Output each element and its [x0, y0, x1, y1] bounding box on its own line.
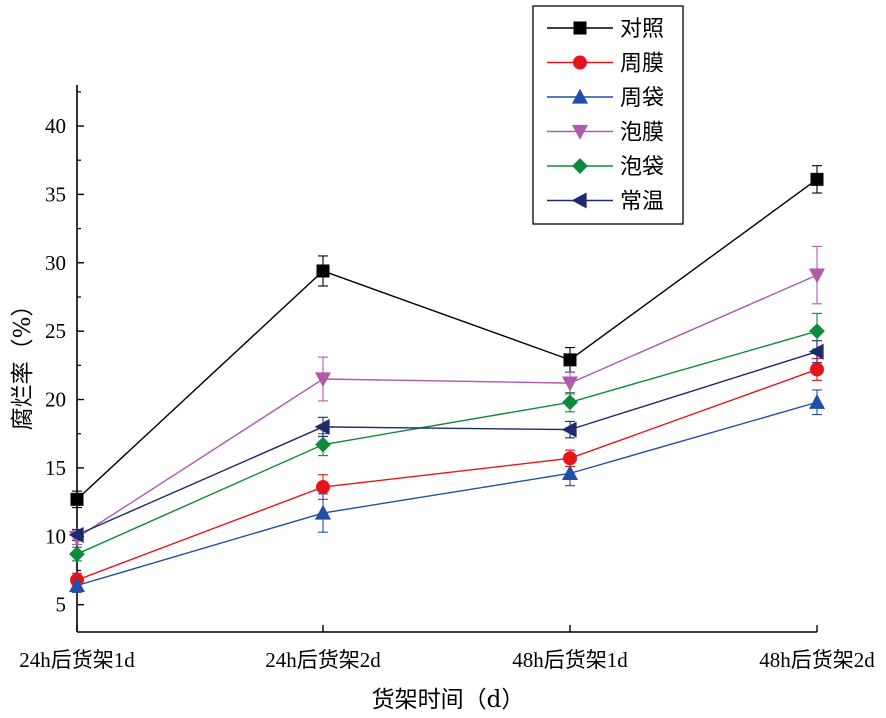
data-point: [68, 577, 86, 593]
y-tick-label: 35: [45, 182, 66, 206]
data-point: [808, 268, 826, 284]
x-axis-title: 货架时间（d）: [372, 687, 525, 713]
legend-label-3: 周袋: [620, 86, 664, 111]
data-point: [316, 264, 330, 278]
data-point: [562, 394, 578, 411]
data-point: [68, 526, 84, 543]
y-tick-label: 10: [45, 524, 66, 548]
series-line-6: [76, 350, 818, 536]
legend-label-1: 对照: [620, 17, 664, 42]
legend-box: [532, 5, 684, 225]
legend-label-5: 泡袋: [620, 155, 664, 180]
series-line-4: [76, 274, 818, 539]
data-point: [69, 546, 85, 562]
x-tick-label: 48h后货架1d: [512, 648, 628, 672]
series-line-5: [76, 330, 818, 555]
legend-label-6: 常温: [620, 190, 664, 215]
error-bars: [72, 165, 822, 593]
data-point: [810, 172, 824, 186]
data-point: [810, 362, 824, 377]
legend-marker-4: [571, 124, 589, 140]
series-lines: [76, 178, 818, 587]
legend-label-2: 周膜: [620, 52, 664, 77]
legend-marker-5: [572, 158, 588, 174]
series-line-2: [76, 368, 818, 581]
legend-marker-1: [573, 21, 587, 35]
y-tick-label: 40: [45, 114, 66, 138]
legend-marker-6: [571, 192, 587, 209]
data-point: [563, 353, 577, 367]
x-tick-label: 48h后货架2d: [759, 648, 875, 672]
data-point: [314, 372, 332, 388]
data-point: [809, 323, 825, 340]
y-axis-title: 腐烂率（%）: [10, 294, 36, 431]
data-point: [316, 480, 330, 495]
data-point: [808, 394, 826, 409]
series-line-3: [76, 401, 818, 587]
data-point: [808, 343, 824, 360]
series-markers: [68, 172, 826, 593]
data-point: [314, 504, 332, 520]
axes: 5 10 15 20 25 30 35 40 24h后货架1d 24h后货架2d 48h后货架1d 4…: [19, 85, 875, 672]
data-point: [561, 376, 579, 392]
y-tick-label: 25: [45, 319, 66, 343]
y-tick-label: 30: [45, 251, 66, 275]
legend-marker-2: [573, 55, 587, 70]
y-tick-label: 5: [56, 593, 67, 617]
y-tick-label: 15: [45, 456, 66, 480]
data-point: [563, 451, 577, 466]
x-tick-label: 24h后货架1d: [19, 648, 135, 672]
data-point: [314, 418, 330, 435]
data-point: [315, 436, 331, 453]
x-tick-label: 24h后货架2d: [265, 648, 381, 672]
series-line-1: [76, 178, 818, 500]
y-tick-label: 20: [45, 388, 66, 412]
legend-marker-3: [571, 88, 589, 104]
data-point: [70, 492, 84, 506]
data-point: [561, 421, 577, 438]
legend-label-4: 泡膜: [620, 121, 664, 146]
data-point: [561, 465, 579, 480]
